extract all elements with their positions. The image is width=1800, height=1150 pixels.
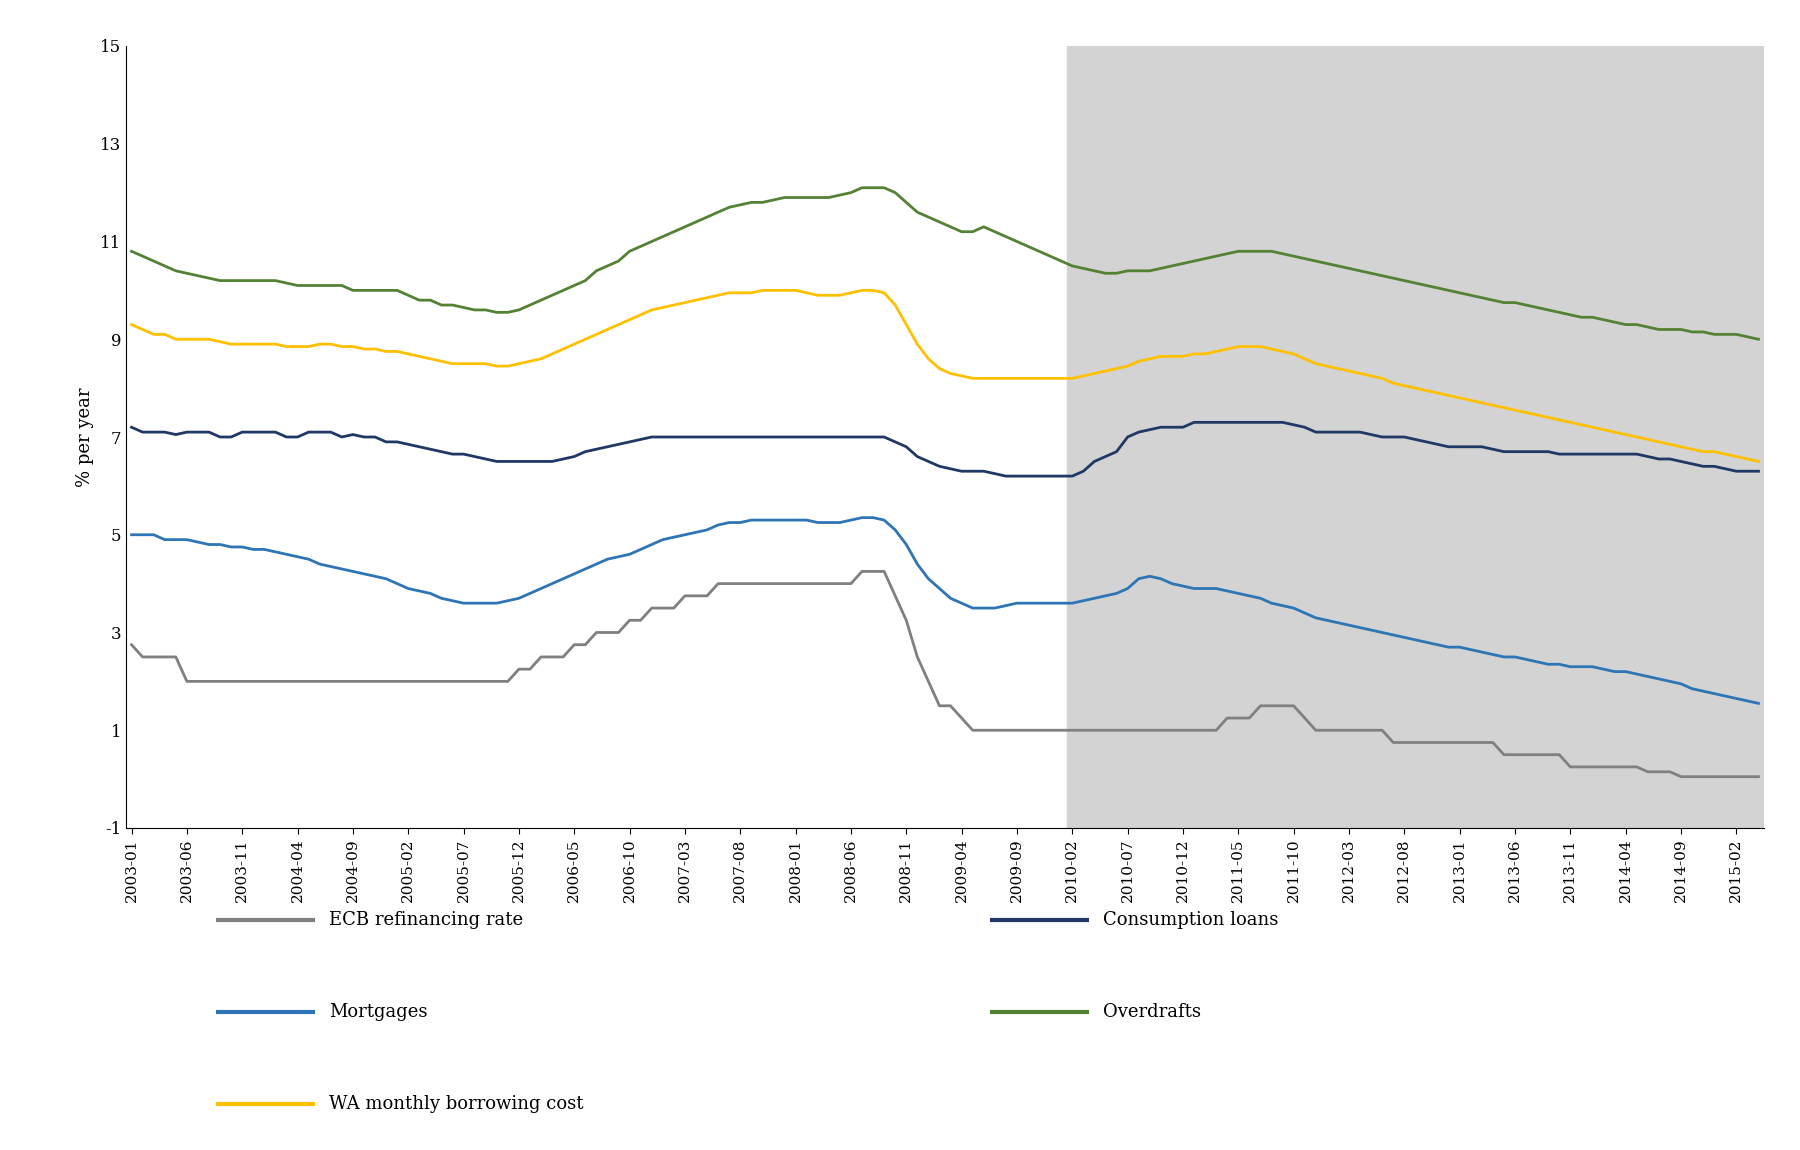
Bar	[1067, 46, 1764, 828]
Text: ECB refinancing rate: ECB refinancing rate	[329, 911, 524, 929]
Text: Overdrafts: Overdrafts	[1103, 1003, 1201, 1021]
Y-axis label: % per year: % per year	[76, 388, 94, 486]
Text: Consumption loans: Consumption loans	[1103, 911, 1278, 929]
Text: WA monthly borrowing cost: WA monthly borrowing cost	[329, 1095, 583, 1113]
Text: Mortgages: Mortgages	[329, 1003, 428, 1021]
